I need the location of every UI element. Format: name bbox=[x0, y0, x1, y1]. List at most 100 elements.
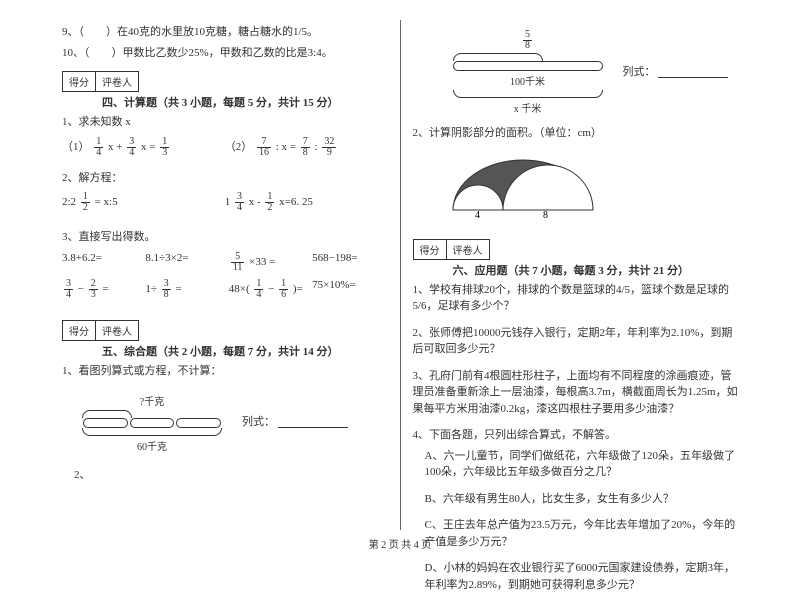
right-diagram-1: 58 100千米 x 千米 列式： bbox=[413, 20, 739, 121]
s5-q1: 1、看图列算式或方程，不计算： bbox=[62, 363, 388, 380]
field-label: 列式： bbox=[242, 416, 275, 428]
eq-text: 1 bbox=[225, 196, 231, 208]
fraction: 58 bbox=[523, 30, 532, 51]
calc-item: 8.1÷3×2= bbox=[145, 252, 220, 273]
s4-q2: 2、解方程： bbox=[62, 170, 388, 187]
eq-text: x=6. 25 bbox=[279, 196, 313, 208]
score-box: 得分 评卷人 bbox=[62, 320, 139, 341]
section-6-title: 六、应用题（共 7 小题，每题 3 分，共计 21 分） bbox=[453, 262, 690, 278]
fraction: 16 bbox=[279, 279, 288, 300]
eq-text: x = bbox=[141, 141, 155, 153]
question-9: 9、（ ）在40克的水里放10克糖，糖占糖水的1/5。 bbox=[62, 24, 388, 41]
s4-q1-eq2: （2） 716 : x = 78 : 329 bbox=[225, 137, 388, 158]
right-q2: 2、计算阴影部分的面积。（单位：cm） bbox=[413, 125, 739, 142]
s4-q2-eq1: 2:2 12 = x:5 bbox=[62, 192, 225, 213]
s4-q3-row2: 34 − 23 = 1÷ 38 = 48×( 14 − 16 )= 75×10%… bbox=[62, 279, 388, 300]
fraction: 78 bbox=[301, 137, 310, 158]
score-box: 得分 评卷人 bbox=[413, 239, 490, 260]
eq-text: 48×( bbox=[229, 283, 250, 295]
s4-q1: 1、求未知数 x bbox=[62, 114, 388, 131]
eq-text: : x = bbox=[276, 141, 296, 153]
grader-label: 评卷人 bbox=[96, 321, 138, 340]
answer-field: 列式： bbox=[623, 63, 729, 79]
section-4-header: 得分 评卷人 四、计算题（共 3 小题，每题 5 分，共计 15 分） bbox=[62, 65, 388, 110]
fraction: 511 bbox=[231, 252, 245, 273]
blank-line bbox=[658, 66, 728, 78]
section-4-title: 四、计算题（共 3 小题，每题 5 分，共计 15 分） bbox=[102, 94, 339, 110]
score-label: 得分 bbox=[63, 321, 96, 340]
answer-field: 列式： bbox=[242, 413, 348, 429]
fraction: 23 bbox=[89, 279, 98, 300]
s6-q2: 2、张师傅把10000元钱存入银行，定期2年，年利率为2.10%，到期后可取回多… bbox=[413, 325, 739, 358]
section-5-title: 五、综合题（共 2 小题，每题 7 分，共计 14 分） bbox=[102, 343, 339, 359]
fraction: 12 bbox=[265, 192, 274, 213]
bracket-diagram: ?千克 60千克 bbox=[82, 391, 222, 455]
s4-q1-equations: （1） 14 x + 34 x = 13 （2） 716 : x = 78 : … bbox=[62, 137, 388, 158]
s4-q2-equations: 2:2 12 = x:5 1 34 x - 12 x=6. 25 bbox=[62, 192, 388, 213]
s6-q1: 1、学校有排球20个，排球的个数是篮球的4/5，篮球个数是足球的5/6，足球有多… bbox=[413, 282, 739, 315]
diagram-bottom-label: x 千米 bbox=[453, 100, 603, 115]
bracket-shape bbox=[453, 90, 603, 98]
bracket-shape bbox=[82, 428, 222, 436]
score-box: 得分 评卷人 bbox=[62, 71, 139, 92]
bracket-bar bbox=[453, 61, 603, 71]
fraction: 14 bbox=[254, 279, 263, 300]
s6-q3: 3、孔府门前有4根圆柱形柱子，上面均有不同程度的涂画痕迹，管理员准备重新涂上一层… bbox=[413, 368, 739, 418]
question-10: 10、（ ）甲数比乙数少25%，甲数和乙数的比是3:4。 bbox=[62, 45, 388, 62]
diagram-top-label: ?千克 bbox=[82, 393, 222, 408]
dim-8: 8 bbox=[543, 210, 548, 220]
fraction: 38 bbox=[162, 279, 171, 300]
fraction: 14 bbox=[94, 137, 103, 158]
eq-text: − bbox=[268, 283, 274, 295]
s6-q4c: C、王庄去年总产值为23.5万元，今年比去年增加了20%，今年的产值是多少万元？ bbox=[425, 517, 739, 550]
eq-text: )= bbox=[293, 283, 303, 295]
eq-text: : bbox=[315, 141, 318, 153]
fraction: 12 bbox=[81, 192, 90, 213]
diagram-bottom-label: 60千克 bbox=[82, 438, 222, 453]
page-columns: 9、（ ）在40克的水里放10克糖，糖占糖水的1/5。 10、（ ）甲数比乙数少… bbox=[50, 20, 750, 530]
score-label: 得分 bbox=[63, 72, 96, 91]
grader-label: 评卷人 bbox=[96, 72, 138, 91]
section-6-header: 得分 评卷人 六、应用题（共 7 小题，每题 3 分，共计 21 分） bbox=[413, 233, 739, 278]
blank-line bbox=[278, 416, 348, 428]
eq-text: − bbox=[78, 283, 84, 295]
bracket-diagram: 58 100千米 x 千米 bbox=[453, 28, 603, 117]
fraction: 34 bbox=[235, 192, 244, 213]
s5-q2: 2、 bbox=[74, 467, 388, 484]
fraction: 34 bbox=[64, 279, 73, 300]
eq-text: x - bbox=[249, 196, 261, 208]
grader-label: 评卷人 bbox=[447, 240, 489, 259]
fraction: 716 bbox=[257, 137, 271, 158]
left-column: 9、（ ）在40克的水里放10克糖，糖占糖水的1/5。 10、（ ）甲数比乙数少… bbox=[50, 20, 401, 530]
bracket-segments bbox=[82, 418, 222, 428]
diagram-mid-label: 100千米 bbox=[453, 73, 603, 88]
s5-q1-diagram-wrap: ?千克 60千克 列式： bbox=[62, 383, 388, 459]
s6-q4a: A、六一儿童节，同学们做纸花，六年级做了120朵，五年级做了100朵，六年级比五… bbox=[425, 448, 739, 481]
s4-q1-eq1: （1） 14 x + 34 x = 13 bbox=[62, 137, 225, 158]
section-5-header: 得分 评卷人 五、综合题（共 2 小题，每题 7 分，共计 14 分） bbox=[62, 314, 388, 359]
eq-text: = bbox=[175, 283, 181, 295]
eq-text: ×33 = bbox=[249, 256, 275, 268]
calc-item: 3.8+6.2= bbox=[62, 252, 137, 273]
calc-item: 511 ×33 = bbox=[229, 252, 304, 273]
fraction: 329 bbox=[322, 137, 336, 158]
eq-text: 2:2 bbox=[62, 196, 76, 208]
semicircle-svg: 4 8 bbox=[443, 150, 603, 220]
fraction: 13 bbox=[160, 137, 169, 158]
calc-item: 568−198= bbox=[312, 252, 387, 273]
bracket-shape bbox=[453, 53, 543, 61]
dim-4: 4 bbox=[475, 210, 480, 220]
diagram-top-fraction: 58 bbox=[453, 30, 603, 51]
bracket-shape bbox=[82, 410, 132, 418]
right-column: 58 100千米 x 千米 列式： 2、计算阴影部分的面积。（单位：cm） 4 bbox=[401, 20, 751, 530]
score-label: 得分 bbox=[414, 240, 447, 259]
calc-item: 48×( 14 − 16 )= bbox=[229, 279, 304, 300]
field-label: 列式： bbox=[623, 66, 656, 78]
eq-text: （2） bbox=[225, 141, 253, 153]
eq-text: （1） bbox=[62, 141, 90, 153]
eq-text: 1÷ bbox=[145, 283, 157, 295]
semicircle-diagram: 4 8 bbox=[443, 150, 739, 223]
calc-item: 34 − 23 = bbox=[62, 279, 137, 300]
eq-text: = x:5 bbox=[95, 196, 118, 208]
s4-q3-row1: 3.8+6.2= 8.1÷3×2= 511 ×33 = 568−198= bbox=[62, 252, 388, 273]
